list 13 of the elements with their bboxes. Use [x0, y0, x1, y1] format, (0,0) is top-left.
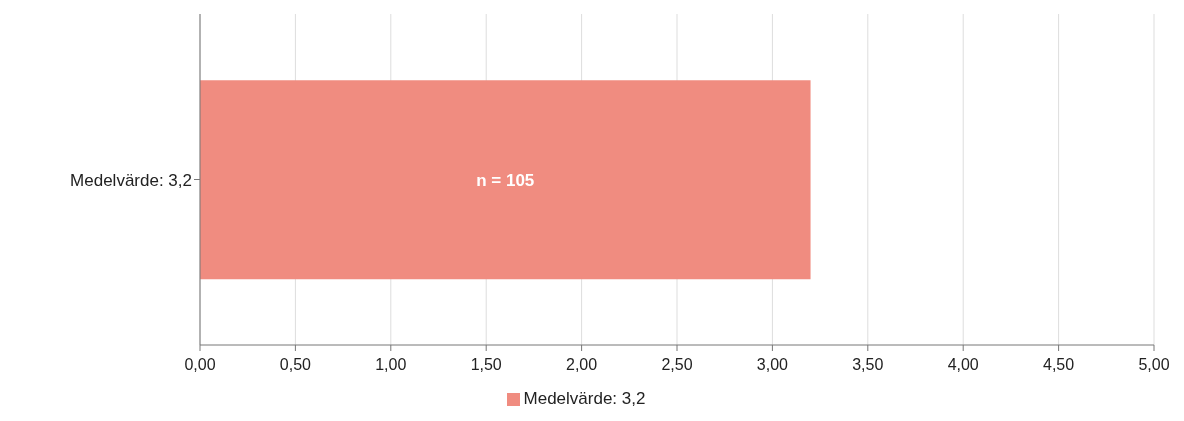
x-tick-label: 1,00	[375, 356, 407, 374]
x-tick-label: 0,00	[184, 356, 216, 374]
x-tick-label: 0,50	[279, 356, 312, 374]
x-tick-label: 4,00	[947, 356, 979, 374]
annotation: n = 105	[476, 170, 535, 190]
x-tick-label: 2,50	[661, 356, 693, 374]
legend-label: Medelvärde: 3,2	[523, 389, 646, 408]
x-tick-label: 4,50	[1043, 356, 1075, 374]
x-tick-label: 3,50	[852, 356, 884, 374]
x-tick-label: 5,00	[1138, 356, 1170, 374]
x-tick-label: 2,00	[566, 356, 598, 374]
x-tick-label: 3,00	[756, 356, 789, 374]
x-tick-label: 1,50	[470, 356, 502, 374]
